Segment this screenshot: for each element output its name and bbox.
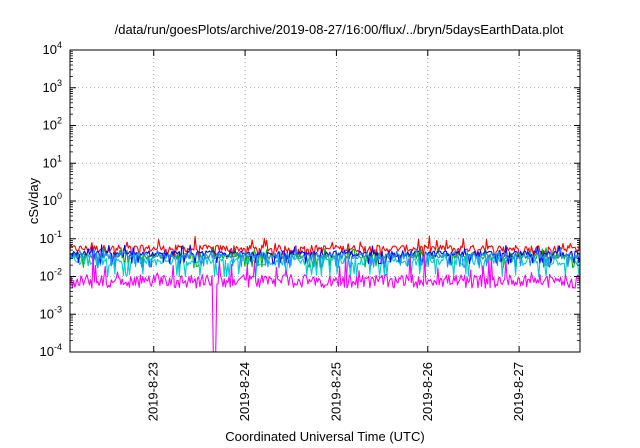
series-group [69, 235, 581, 353]
x-axis: 2019-8-23 2019-8-24 2019-8-25 2019-8-26 2019… [146, 50, 526, 421]
x-tick-label: 2019-8-25 [328, 362, 343, 421]
y-tick-label: 101 [43, 153, 62, 170]
grid [70, 50, 580, 352]
y-tick-label: 104 [43, 40, 62, 57]
series-line-5 [69, 253, 581, 353]
x-tick-label: 2019-8-27 [511, 362, 526, 421]
chart-title: /data/run/goesPlots/archive/2019-08-27/1… [115, 22, 564, 37]
x-tick-label: 2019-8-23 [146, 362, 161, 421]
y-tick-label: 10-2 [40, 267, 62, 284]
y-axis-label: cSv/day [26, 177, 41, 224]
x-tick-label: 2019-8-24 [237, 362, 252, 421]
y-tick-label: 10-1 [40, 229, 62, 246]
x-axis-label: Coordinated Universal Time (UTC) [225, 429, 424, 444]
y-axis: 10-4 10-3 10-2 10-1 100 101 102 103 104 [40, 40, 580, 359]
y-tick-label: 102 [43, 116, 62, 133]
y-tick-label: 10-3 [40, 304, 62, 321]
series-line-4 [69, 247, 581, 269]
x-tick-label: 2019-8-26 [420, 362, 435, 421]
y-tick-label: 103 [43, 78, 62, 95]
y-tick-label: 100 [43, 191, 62, 208]
y-tick-label: 10-4 [40, 342, 62, 359]
